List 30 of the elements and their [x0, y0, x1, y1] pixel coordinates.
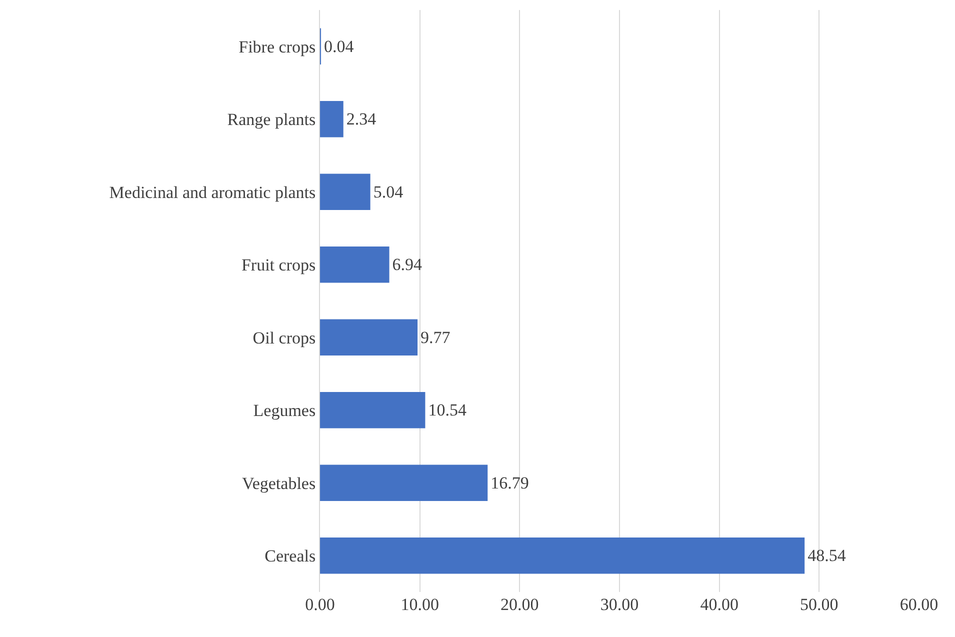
x-tick-label: 20.00	[500, 595, 539, 614]
x-tick-label: 40.00	[700, 595, 738, 614]
data-label: 9.77	[420, 328, 451, 347]
x-tick-label: 0.00	[305, 595, 335, 614]
data-label: 2.34	[346, 110, 377, 129]
bar	[320, 464, 488, 502]
x-tick-label: 60.00	[900, 595, 938, 614]
x-tick-label: 50.00	[800, 595, 838, 614]
x-tick-label: 10.00	[400, 595, 439, 614]
y-tick-label: Medicinal and aromatic plants	[109, 182, 316, 202]
y-tick-label: Range plants	[227, 110, 316, 130]
data-label: 0.04	[324, 36, 354, 56]
bar	[320, 100, 344, 138]
bar	[320, 319, 418, 356]
y-tick-label: Fruit crops	[241, 256, 316, 275]
data-label: 6.94	[392, 255, 423, 274]
y-tick-label: Vegetables	[242, 474, 316, 493]
y-tick-label: Cereals	[264, 546, 316, 566]
bar	[320, 537, 805, 574]
y-tick-label: Fibre crops	[238, 37, 316, 56]
data-label: 48.54	[808, 546, 846, 566]
bar	[320, 246, 390, 283]
data-label: 5.04	[373, 182, 404, 202]
y-tick-label: Legumes	[253, 401, 316, 420]
x-tick-label: 30.00	[600, 595, 639, 614]
bar	[320, 392, 426, 428]
data-label: 10.54	[428, 400, 467, 420]
bar	[320, 174, 370, 210]
y-tick-label: Oil crops	[252, 328, 316, 348]
data-label: 16.79	[490, 473, 529, 492]
